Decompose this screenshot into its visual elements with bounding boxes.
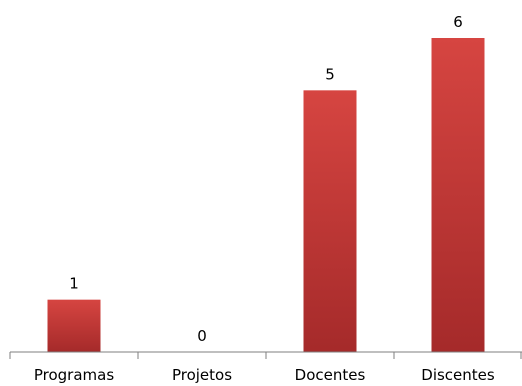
data-label-programas: 1 [69, 275, 79, 293]
labels-group: 1 Programas 0 Projetos 5 Docentes 6 Discentes [34, 13, 495, 384]
category-label-docentes: Docentes [295, 366, 366, 384]
data-label-docentes: 5 [325, 65, 335, 83]
category-label-projetos: Projetos [172, 366, 232, 384]
bar-docentes [303, 90, 357, 352]
data-label-discentes: 6 [453, 13, 463, 31]
category-label-discentes: Discentes [421, 366, 495, 384]
data-label-projetos: 0 [197, 327, 207, 345]
bars-group [47, 38, 485, 352]
bar-discentes [431, 38, 485, 352]
bar-programas [47, 299, 101, 352]
x-axis [9, 351, 522, 359]
category-label-programas: Programas [34, 366, 114, 384]
